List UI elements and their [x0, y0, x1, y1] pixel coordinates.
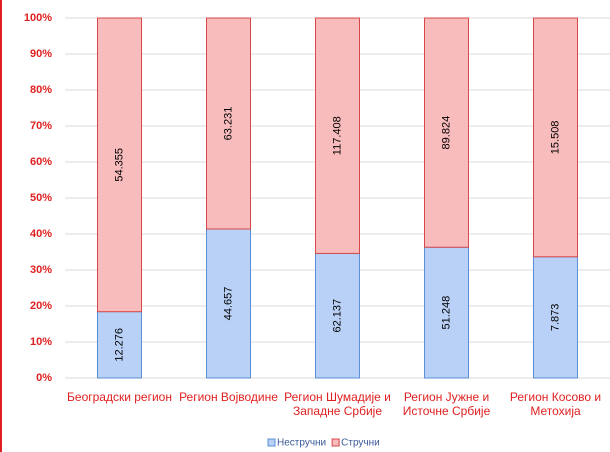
bar-segment — [424, 246, 469, 379]
y-tick-label: 20% — [30, 300, 52, 312]
y-tick-label: 100% — [24, 12, 52, 24]
value-label: 62.137 — [331, 299, 343, 333]
bar-segment — [97, 17, 142, 313]
legend-swatch — [267, 438, 276, 447]
bar-segment — [315, 17, 360, 254]
y-tick-label: 30% — [30, 264, 52, 276]
value-label: 54.355 — [113, 148, 125, 182]
legend-label: Стручни — [341, 438, 380, 449]
value-label: 51.248 — [440, 296, 452, 330]
value-label: 12.276 — [113, 328, 125, 362]
legend-label: Нестручни — [277, 438, 326, 449]
y-tick-label: 80% — [30, 84, 52, 96]
x-tick-label: Регион Косово и Метохија — [509, 390, 602, 418]
y-tick-label: 10% — [30, 336, 52, 348]
x-tick-label: Регион Јужне и Источне Србије — [402, 390, 491, 418]
value-label: 7.873 — [549, 304, 561, 332]
y-tick-label: 0% — [36, 372, 52, 384]
value-label: 89.824 — [440, 116, 452, 150]
y-tick-label: 70% — [30, 120, 52, 132]
value-label: 44.657 — [222, 287, 234, 321]
bar-segment — [533, 17, 578, 258]
bar-segment — [424, 17, 469, 248]
y-tick-label: 50% — [30, 192, 52, 204]
value-label: 63.231 — [222, 107, 234, 141]
y-tick-label: 60% — [30, 156, 52, 168]
value-label: 117.408 — [331, 116, 343, 155]
bar-segment — [206, 17, 251, 230]
x-tick-label: Београдски регион — [67, 390, 172, 404]
legend-swatch — [331, 438, 340, 447]
value-label: 15.508 — [549, 121, 561, 155]
x-tick-label: Регион Шумадије и Западне Србије — [284, 390, 391, 418]
x-tick-label: Регион Војводине — [179, 390, 278, 404]
y-tick-label: 90% — [30, 48, 52, 60]
bar-segment — [97, 311, 142, 379]
bar-segment — [315, 252, 360, 379]
y-tick-label: 40% — [30, 228, 52, 240]
